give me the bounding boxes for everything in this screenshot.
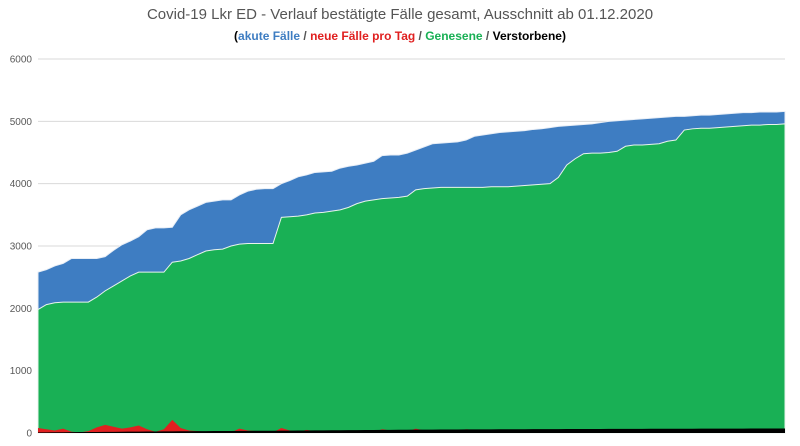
legend-neue-faelle: neue Fälle pro Tag bbox=[310, 29, 416, 43]
y-tick-label: 2000 bbox=[10, 304, 33, 315]
y-tick-label: 0 bbox=[26, 429, 32, 440]
y-tick-label: 4000 bbox=[10, 179, 33, 190]
legend-akute-faelle: akute Fälle bbox=[238, 29, 301, 43]
y-tick-label: 6000 bbox=[10, 55, 33, 66]
legend-verstorbene: Verstorbene bbox=[492, 29, 562, 43]
y-tick-label: 3000 bbox=[10, 242, 33, 253]
legend-separator: / bbox=[482, 29, 493, 43]
chart-series bbox=[37, 110, 786, 434]
series-verstorbene bbox=[38, 428, 785, 433]
y-tick-label: 5000 bbox=[10, 117, 33, 128]
series-genesene bbox=[37, 123, 786, 434]
legend-separator: / bbox=[415, 29, 426, 43]
legend-genesene: Genesene bbox=[425, 29, 483, 43]
chart-title: Covid-19 Lkr ED - Verlauf bestätigte Fäl… bbox=[146, 6, 654, 23]
chart-legend: (akute Fälle / neue Fälle pro Tag / Gene… bbox=[234, 29, 566, 43]
legend-separator: / bbox=[300, 29, 311, 43]
y-axis: 0 1000 2000 3000 4000 5000 6000 bbox=[10, 55, 33, 440]
y-tick-label: 1000 bbox=[10, 366, 33, 377]
